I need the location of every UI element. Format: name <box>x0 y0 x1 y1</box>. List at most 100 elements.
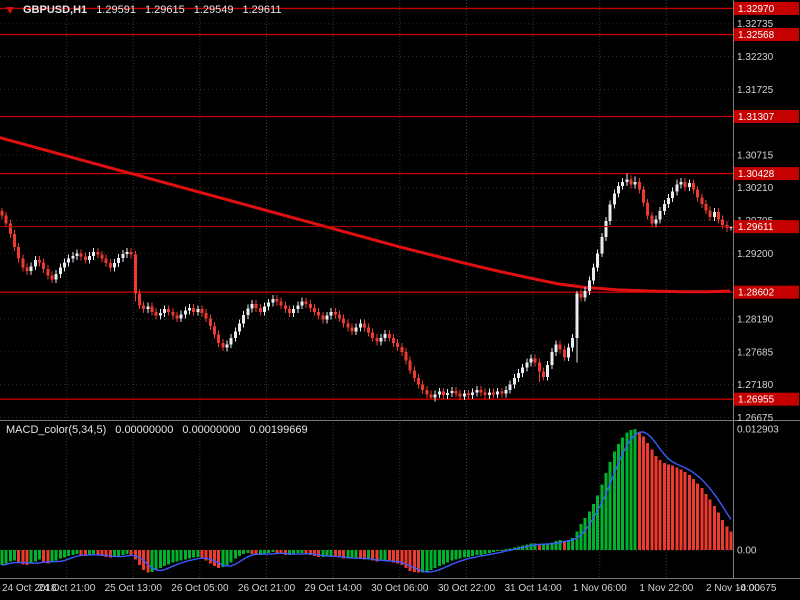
macd-bar <box>387 550 391 562</box>
price-tick-label: 1.27180 <box>737 380 774 391</box>
macd-bar <box>158 550 162 569</box>
candle-down <box>716 211 720 220</box>
candle-up <box>354 327 358 332</box>
candle-down <box>79 253 83 257</box>
macd-bar <box>608 461 612 551</box>
candle-up <box>666 198 670 204</box>
macd-bar <box>113 550 117 557</box>
macd-bar <box>246 550 250 553</box>
macd-bar <box>483 550 487 554</box>
macd-bar <box>375 550 379 562</box>
macd-tick-label: 0.012903 <box>737 424 779 435</box>
macd-bar <box>408 550 412 571</box>
candle-down <box>579 293 583 298</box>
macd-tick-label: 0.00 <box>737 546 757 557</box>
macd-bar <box>279 550 283 554</box>
time-tick-label: 31 Oct 14:00 <box>504 583 562 594</box>
candle-up <box>487 392 491 395</box>
candle-up <box>196 309 200 312</box>
macd-bar <box>317 550 321 557</box>
macd-bar <box>708 499 712 551</box>
macd-bar <box>437 550 441 567</box>
macd-bar <box>487 550 491 553</box>
macd-tick-label: -0.00675 <box>737 583 777 594</box>
macd-bar <box>383 550 387 561</box>
candle-up <box>88 255 92 260</box>
macd-bar <box>287 550 291 555</box>
candle-up <box>58 267 62 275</box>
candle-down <box>175 315 179 319</box>
candle-up <box>187 307 191 311</box>
candle-down <box>321 315 325 320</box>
candle-down <box>304 301 308 305</box>
candle-up <box>179 314 183 319</box>
candle-up <box>608 204 612 221</box>
time-tick-label: 25 Oct 13:00 <box>105 583 163 594</box>
candle-up <box>450 391 454 394</box>
macd-bar <box>75 550 79 554</box>
macd-bar <box>350 550 354 558</box>
macd-bar <box>683 472 687 551</box>
candle-down <box>400 346 404 353</box>
macd-bar <box>79 550 83 555</box>
macd-bar <box>237 550 241 556</box>
macd-bar <box>229 550 233 563</box>
candle-down <box>479 389 483 393</box>
macd-bar <box>200 550 204 558</box>
macd-bar <box>196 550 200 557</box>
candle-up <box>92 252 96 256</box>
macd-bar <box>662 462 666 551</box>
candle-up <box>525 362 529 368</box>
candle-up <box>612 193 616 205</box>
candle-down <box>562 349 566 358</box>
candle-up <box>671 191 675 199</box>
candle-up <box>158 313 162 316</box>
macd-bar <box>691 478 695 551</box>
candle-up <box>621 181 625 186</box>
macd-bar <box>96 550 100 555</box>
time-tick-label: 24 Oct 2018 <box>2 583 57 594</box>
macd-bar <box>550 542 554 551</box>
macd-bar <box>233 550 237 559</box>
macd-bar <box>13 550 17 561</box>
candle-up <box>625 179 629 182</box>
candle-down <box>13 233 17 247</box>
macd-bar <box>221 550 225 568</box>
current-price-badge-bg <box>734 220 799 234</box>
macd-bar <box>258 550 262 555</box>
macd-bar <box>666 464 670 551</box>
macd-bar <box>566 539 570 551</box>
candle-down <box>704 203 708 211</box>
macd-bar <box>312 550 316 556</box>
candle-down <box>287 309 291 314</box>
candle-up <box>550 352 554 366</box>
macd-bar <box>604 473 608 551</box>
candle-up <box>271 298 275 303</box>
macd-bar <box>333 550 337 557</box>
macd-bar <box>163 550 167 567</box>
candle-down <box>108 263 112 268</box>
price-tick-label: 1.27685 <box>737 347 774 358</box>
macd-bar <box>616 444 620 551</box>
macd-bar <box>450 550 454 561</box>
candle-down <box>217 334 221 343</box>
macd-bar <box>358 550 362 559</box>
candle-up <box>462 393 466 397</box>
candle-up <box>246 308 250 316</box>
macd-bar <box>579 523 583 551</box>
candle-down <box>258 307 262 312</box>
symbol-marker-icon[interactable] <box>6 6 14 14</box>
candle-down <box>500 391 504 394</box>
macd-bar <box>442 550 446 565</box>
candle-up <box>325 315 329 320</box>
price-tick-label: 1.26675 <box>737 413 774 424</box>
candle-up <box>267 302 271 307</box>
macd-bar <box>267 550 271 553</box>
macd-bar <box>562 540 566 551</box>
macd-bar <box>71 550 75 555</box>
macd-bar <box>679 469 683 551</box>
candle-down <box>46 268 50 276</box>
candle-up <box>546 365 550 377</box>
macd-bar <box>429 550 433 570</box>
